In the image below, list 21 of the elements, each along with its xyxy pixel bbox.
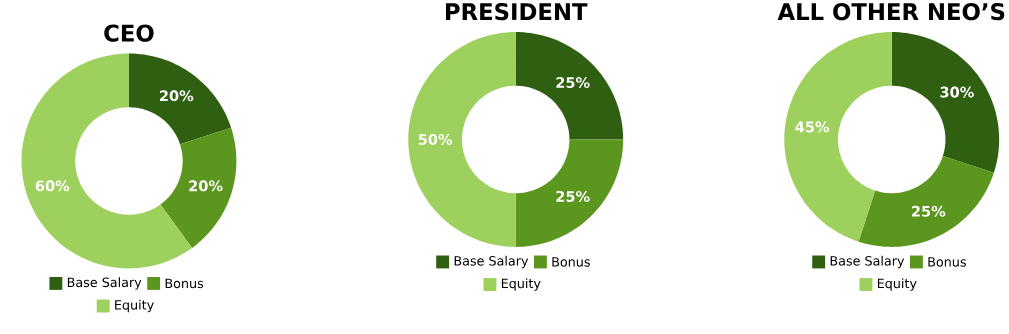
legend-label: Equity xyxy=(877,278,917,291)
data-label: 25% xyxy=(912,205,946,217)
data-label: 25% xyxy=(556,77,590,89)
legend-label: Base Salary xyxy=(454,255,529,269)
data-label: 20% xyxy=(189,180,223,192)
data-label: 60% xyxy=(35,180,70,192)
legend-label: Base Salary xyxy=(830,255,905,269)
legend-label: Bonus xyxy=(552,257,590,267)
chart-title: PRESIDENT xyxy=(445,3,588,21)
data-label: 30% xyxy=(940,86,974,98)
data-label: 45% xyxy=(795,121,830,133)
legend-label: Base Salary xyxy=(67,277,142,290)
legend-label: Bonus xyxy=(165,278,204,289)
data-label: 20% xyxy=(160,90,194,102)
legend-label: Equity xyxy=(115,299,154,313)
chart-title: CEO xyxy=(104,24,154,42)
legend-label: Equity xyxy=(501,278,541,291)
data-label: 25% xyxy=(556,190,590,202)
chart-title: ALL OTHER NEO’S xyxy=(777,3,1005,21)
data-label: 50% xyxy=(418,134,453,146)
legend-label: Bonus xyxy=(928,257,966,267)
